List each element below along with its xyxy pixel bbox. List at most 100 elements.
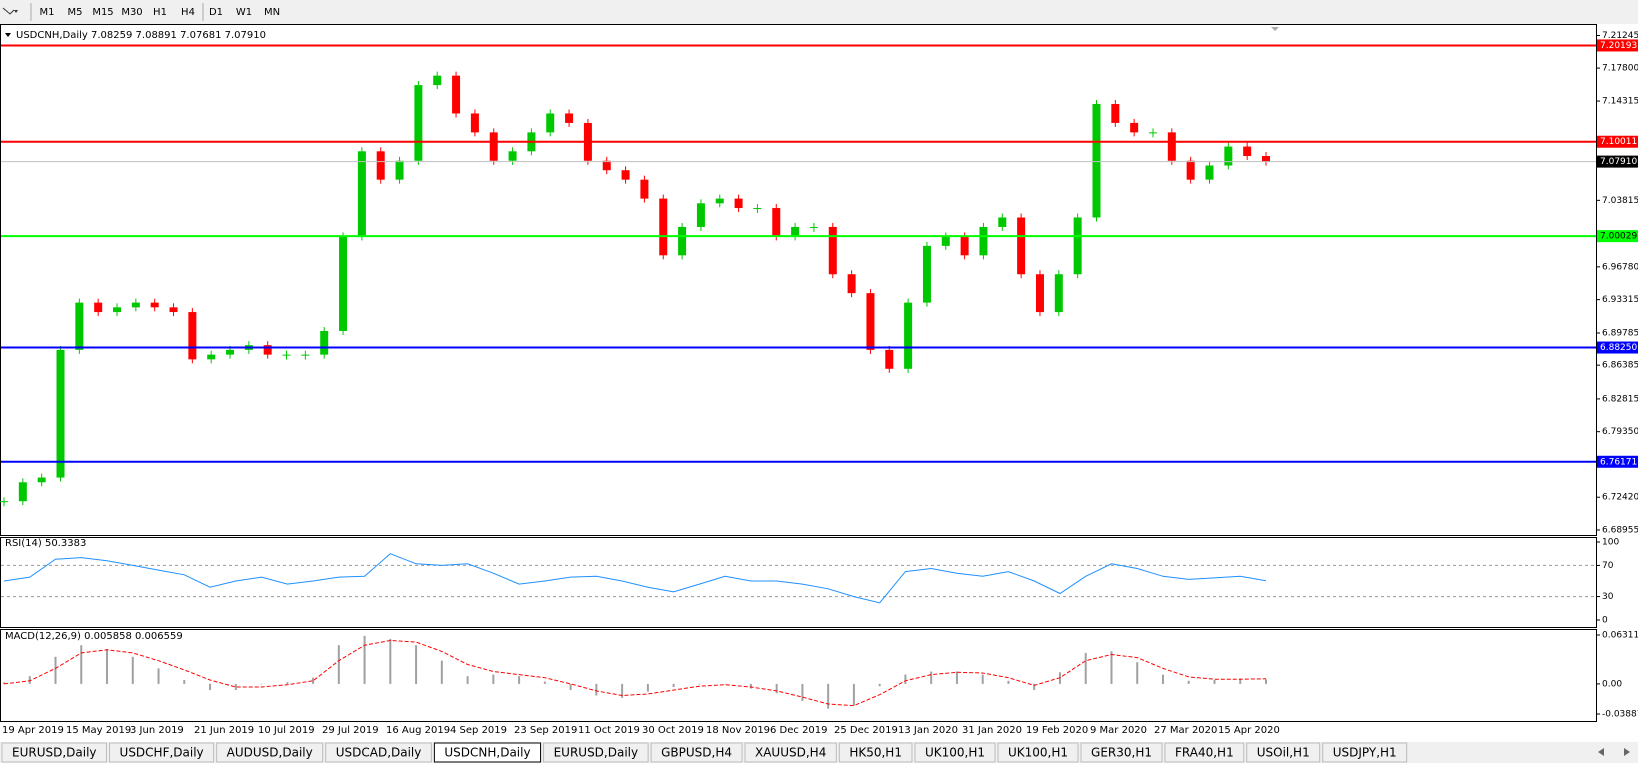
tab[interactable]: [433, 742, 542, 763]
candle: [113, 307, 122, 313]
tab-label[interactable]: FRA40,H1: [1175, 746, 1234, 760]
candle: [1111, 104, 1120, 123]
tab[interactable]: [543, 742, 649, 763]
candle: [1092, 104, 1101, 218]
timeframe-button[interactable]: MN: [264, 7, 280, 18]
rsi-line: [3, 553, 1267, 604]
macd-bar: [363, 635, 366, 684]
tab-label[interactable]: AUDUSD,Daily: [227, 746, 313, 760]
macd-bar: [54, 656, 57, 684]
tab-label[interactable]: XAUUSD,H4: [755, 746, 826, 760]
tab[interactable]: [1, 742, 108, 763]
tab[interactable]: [216, 742, 324, 763]
candle: [1054, 274, 1063, 313]
candle: [56, 349, 65, 478]
x-tick-label: 15 Apr 2020: [1218, 725, 1280, 736]
x-tick-label: 10 Jul 2019: [258, 725, 315, 736]
tab-label[interactable]: USDCNH,Daily: [444, 746, 530, 760]
candle: [357, 151, 366, 237]
candle: [828, 226, 837, 275]
candle: [809, 226, 818, 228]
candle: [791, 226, 800, 237]
toolbar-dropdown[interactable]: [14, 10, 18, 13]
x-tick-label: 4 Sep 2019: [450, 725, 507, 736]
candle: [150, 302, 159, 308]
candle: [998, 217, 1007, 227]
tab[interactable]: [650, 742, 743, 763]
tab[interactable]: [744, 742, 837, 763]
tab[interactable]: [1322, 742, 1408, 763]
level-label: 7.00029: [1600, 232, 1637, 242]
candle: [18, 482, 27, 502]
tab-label[interactable]: EURUSD,Daily: [12, 746, 97, 760]
tab-label[interactable]: USDCAD,Daily: [336, 746, 422, 760]
candle: [508, 151, 517, 161]
tab-label[interactable]: GER30,H1: [1091, 746, 1152, 760]
y-tick-label: 0.00: [1602, 679, 1622, 689]
macd-bar: [260, 683, 263, 685]
timeframe-button[interactable]: W1: [236, 7, 252, 18]
y-tick-label: 0.063113: [1602, 631, 1638, 641]
chart-header: USDCNH,Daily 7.08259 7.08891 7.07681 7.0…: [16, 30, 266, 41]
macd-bar: [518, 676, 521, 684]
x-tick-label: 18 Nov 2019: [706, 725, 770, 736]
macd-bar: [1033, 683, 1036, 691]
macd-bar: [981, 674, 984, 684]
toolbar-icon[interactable]: [2, 7, 15, 15]
y-tick-label: 70: [1602, 561, 1614, 571]
candle: [207, 354, 216, 360]
tab[interactable]: [1164, 742, 1245, 763]
x-tick-label: 19 Feb 2020: [1026, 725, 1088, 736]
candle: [565, 113, 574, 123]
tab[interactable]: [997, 742, 1079, 763]
timeframe-button[interactable]: M5: [68, 7, 83, 18]
timeframe-button[interactable]: M1: [40, 7, 55, 18]
main-panel: [0, 24, 1597, 536]
x-tick-label: 9 Mar 2020: [1090, 725, 1147, 736]
candle: [621, 170, 630, 180]
x-tick-label: 13 Jan 2020: [898, 725, 958, 736]
y-tick-label: 6.93315: [1602, 295, 1638, 305]
timeframe-button[interactable]: H4: [181, 7, 195, 18]
candle: [734, 198, 743, 209]
tab-label[interactable]: EURUSD,Daily: [554, 746, 639, 760]
timeframe-button[interactable]: M15: [92, 7, 113, 18]
tab-label[interactable]: HK50,H1: [849, 746, 902, 760]
macd-bar: [286, 682, 289, 684]
timeframe-button[interactable]: D1: [209, 7, 223, 18]
tab-label[interactable]: UK100,H1: [925, 746, 985, 760]
tab-label[interactable]: USOil,H1: [1257, 746, 1310, 760]
candle: [696, 203, 705, 227]
candle: [301, 354, 310, 356]
y-tick-label: 7.14315: [1602, 97, 1638, 107]
tab-label[interactable]: GBPUSD,H4: [661, 746, 732, 760]
macd-bar: [827, 683, 830, 709]
macd-bar: [1161, 674, 1164, 684]
candle: [960, 236, 969, 256]
macd-bar: [569, 683, 572, 691]
level-label: 6.88250: [1600, 343, 1637, 353]
candle: [753, 208, 762, 210]
tab[interactable]: [838, 742, 913, 763]
timeframe-button[interactable]: H1: [153, 7, 167, 18]
tab-label[interactable]: UK100,H1: [1008, 746, 1068, 760]
tab[interactable]: [109, 742, 215, 763]
tab-label[interactable]: USDJPY,H1: [1333, 746, 1397, 760]
tab[interactable]: [1246, 742, 1321, 763]
tab[interactable]: [1080, 742, 1163, 763]
macd-bar: [801, 683, 804, 701]
tab-label[interactable]: USDCHF,Daily: [120, 746, 204, 760]
macd-bar: [852, 683, 855, 706]
macd-bar: [492, 674, 495, 684]
x-tick-label: 21 Jun 2019: [194, 725, 254, 736]
candle: [941, 236, 950, 246]
candle: [1262, 156, 1270, 162]
level-label-box: [1597, 155, 1638, 168]
tab[interactable]: [325, 742, 432, 763]
timeframe-button[interactable]: M30: [121, 7, 142, 18]
level-label: 7.10011: [1600, 137, 1637, 147]
level-label-box: [1597, 230, 1638, 243]
candle: [640, 179, 649, 199]
level-label-box: [1597, 455, 1638, 468]
tab[interactable]: [914, 742, 996, 763]
